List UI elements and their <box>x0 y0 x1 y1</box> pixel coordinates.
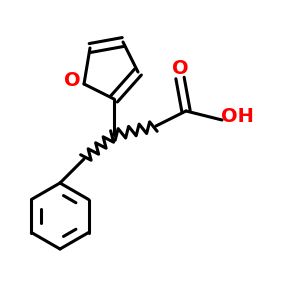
Text: O: O <box>172 59 189 79</box>
Text: OH: OH <box>220 107 254 127</box>
Text: O: O <box>64 71 80 91</box>
